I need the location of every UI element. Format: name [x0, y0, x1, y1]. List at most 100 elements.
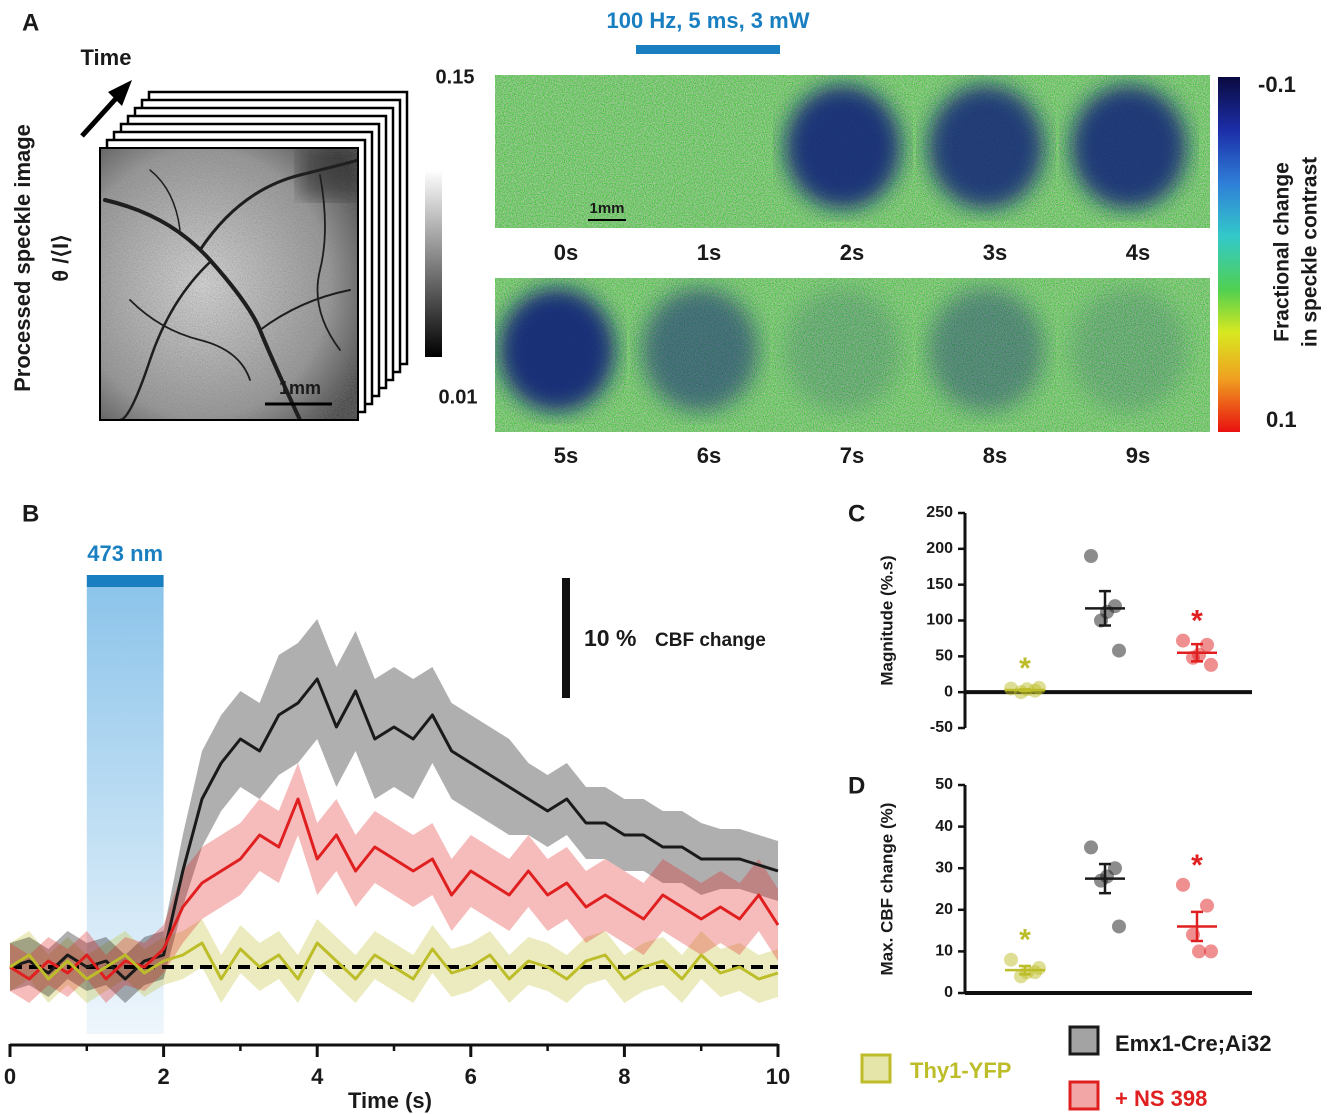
y-tick-label: 0: [944, 683, 953, 700]
colorbar-label: Fractional change: [1271, 162, 1294, 342]
vessel: [103, 198, 302, 420]
error-band: [10, 619, 778, 1003]
x-tick-label: 4: [311, 1064, 324, 1089]
data-point: [1204, 944, 1218, 959]
response-area: [785, 85, 901, 209]
significance-star: *: [1191, 604, 1203, 637]
speckle-frame: [638, 75, 781, 228]
colorbar-tick-label: 0.15: [436, 66, 475, 88]
y-tick-label: 0: [944, 984, 953, 1001]
legend-label: + NS 398: [1115, 1086, 1207, 1111]
x-tick-label: 6: [465, 1064, 477, 1089]
response-area: [499, 288, 615, 412]
stimulus-label: 473 nm: [87, 541, 163, 566]
frame-time-label: 5s: [554, 443, 578, 468]
frame-image: [495, 75, 638, 228]
panel-label: B: [22, 500, 39, 527]
time-arrow-head: [108, 80, 132, 106]
speckle-frame: [781, 278, 924, 432]
frame-time-label: 9s: [1126, 443, 1150, 468]
vessels: [103, 158, 358, 420]
speckle-frames: 0s 1s 2s 3s 4s 5s 6s 7s 8s 9s: [495, 75, 1210, 468]
response-area: [1071, 85, 1187, 209]
speckle-frame: [1067, 278, 1210, 432]
data-point: [1032, 680, 1046, 695]
frame-image: [638, 75, 781, 228]
x-axis-label: Time (s): [348, 1088, 432, 1113]
data-point: [1084, 840, 1098, 855]
speckle-frame: [495, 278, 638, 432]
y-tick-label: -50: [930, 719, 953, 736]
data-point: [1192, 647, 1206, 662]
speckle-frame: [1067, 75, 1210, 228]
response-area: [785, 288, 901, 412]
speckle-frame: [924, 75, 1067, 228]
frame-time-label: 2s: [840, 240, 864, 265]
data-point: [1204, 657, 1218, 672]
x-tick-label: 8: [618, 1064, 630, 1089]
colorbar-tick-label: 0.1: [1266, 407, 1297, 432]
legend-swatch: [1068, 1025, 1100, 1056]
vessel: [316, 174, 341, 351]
panel-label: D: [848, 772, 865, 799]
data-point: [1192, 944, 1206, 959]
legend-swatch: [860, 1053, 892, 1084]
data-point: [1084, 549, 1098, 563]
data-point: [1200, 637, 1214, 652]
jet-colorbar: [1218, 77, 1240, 432]
legend-label: Emx1-Cre;Ai32: [1115, 1031, 1272, 1056]
vessel: [129, 299, 251, 381]
frame-time-label: 4s: [1126, 240, 1150, 265]
scale-bar-text: CBF change: [655, 630, 766, 651]
data-point: [1004, 952, 1018, 967]
gray-colorbar: [425, 170, 442, 357]
stimulus-bar: [636, 45, 780, 54]
significance-star: *: [1019, 652, 1031, 685]
y-tick-label: 20: [935, 901, 953, 918]
response-area: [928, 288, 1044, 412]
frame-time-label: 7s: [840, 443, 864, 468]
vessel: [259, 289, 351, 331]
data-point: [1176, 633, 1190, 648]
data-point: [1100, 604, 1114, 619]
image-frame: [99, 147, 359, 421]
series-line: [9, 941, 779, 981]
panel-label: A: [22, 9, 39, 36]
error-band: [10, 919, 778, 1003]
vessel: [149, 169, 181, 231]
y-axis-label: Magnitude (%.s): [877, 555, 896, 685]
significance-star: *: [1019, 924, 1031, 957]
legend-swatch: [1068, 1080, 1100, 1111]
stimulus-label: 100 Hz, 5 ms, 3 mW: [607, 8, 810, 33]
speckle-frame: [638, 278, 781, 432]
y-tick-label: 200: [926, 540, 953, 557]
frame-time-label: 8s: [983, 443, 1007, 468]
colorbar-label: in speckle contrast: [1299, 157, 1322, 347]
speckle-image: [100, 148, 358, 420]
significance-star: *: [1191, 849, 1203, 882]
y-tick-label: 50: [935, 648, 953, 665]
data-point: [1112, 643, 1126, 658]
time-arrow: [80, 92, 122, 138]
x-tick-label: 10: [766, 1064, 790, 1089]
x-tick-label: 0: [4, 1064, 16, 1089]
shadow: [300, 148, 358, 198]
data-point: [1032, 961, 1046, 976]
speckle-frame: [781, 75, 924, 228]
y-tick-label: 40: [935, 818, 953, 835]
y-tick-label: 30: [935, 859, 953, 876]
response-area: [928, 85, 1044, 209]
time-label: Time: [81, 45, 132, 70]
data-point: [1176, 877, 1190, 892]
y-tick-label: 250: [926, 504, 953, 521]
error-band: [10, 763, 778, 1003]
y-tick-label: 50: [935, 776, 953, 793]
response-area: [642, 288, 758, 412]
data-point: [1112, 919, 1126, 934]
y-tick-label: 150: [926, 576, 953, 593]
y-axis-label: Max. CBF change (%): [877, 803, 896, 976]
frame-time-label: 1s: [697, 240, 721, 265]
frame-time-label: 3s: [983, 240, 1007, 265]
colorbar-tick-label: -0.1: [1258, 72, 1296, 97]
